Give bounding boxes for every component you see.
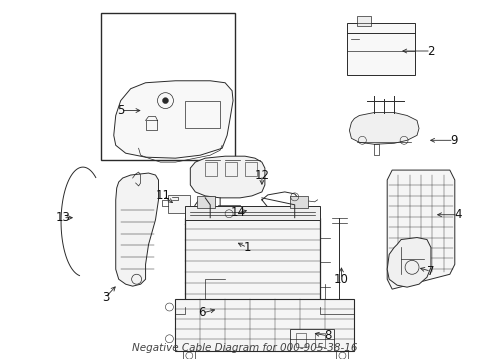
Bar	[337, 351, 348, 360]
Text: 7: 7	[427, 265, 435, 278]
Text: 9: 9	[450, 134, 458, 147]
Text: 10: 10	[334, 273, 349, 286]
Bar	[357, 16, 371, 26]
Bar	[290, 329, 335, 351]
Bar	[315, 333, 324, 347]
Bar	[185, 206, 319, 220]
Polygon shape	[387, 238, 431, 287]
Text: 11: 11	[156, 189, 171, 202]
Bar	[205, 162, 217, 176]
Bar	[197, 196, 215, 208]
Text: 6: 6	[198, 306, 206, 319]
Polygon shape	[190, 156, 265, 198]
Bar	[101, 13, 235, 160]
Polygon shape	[349, 113, 419, 144]
Text: 3: 3	[102, 291, 109, 303]
Text: 13: 13	[55, 211, 71, 224]
Bar	[295, 333, 306, 347]
Text: 2: 2	[427, 45, 435, 58]
Text: 8: 8	[324, 329, 331, 342]
Text: 5: 5	[117, 104, 124, 117]
Bar	[175, 299, 354, 351]
Text: Negative Cable Diagram for 000-905-38-16: Negative Cable Diagram for 000-905-38-16	[132, 343, 358, 353]
Bar	[169, 195, 190, 213]
Bar	[347, 23, 415, 75]
Bar	[183, 351, 196, 360]
Bar	[185, 100, 220, 129]
Text: 4: 4	[454, 208, 462, 221]
Bar	[225, 162, 237, 176]
Text: 1: 1	[243, 241, 251, 254]
Bar	[245, 162, 257, 176]
Bar	[185, 218, 319, 307]
Bar	[218, 205, 240, 223]
Text: 12: 12	[254, 168, 270, 181]
Polygon shape	[387, 170, 455, 289]
Text: 14: 14	[230, 206, 245, 219]
Bar	[290, 196, 308, 208]
Circle shape	[163, 98, 169, 104]
Polygon shape	[116, 173, 158, 286]
Polygon shape	[114, 81, 233, 158]
